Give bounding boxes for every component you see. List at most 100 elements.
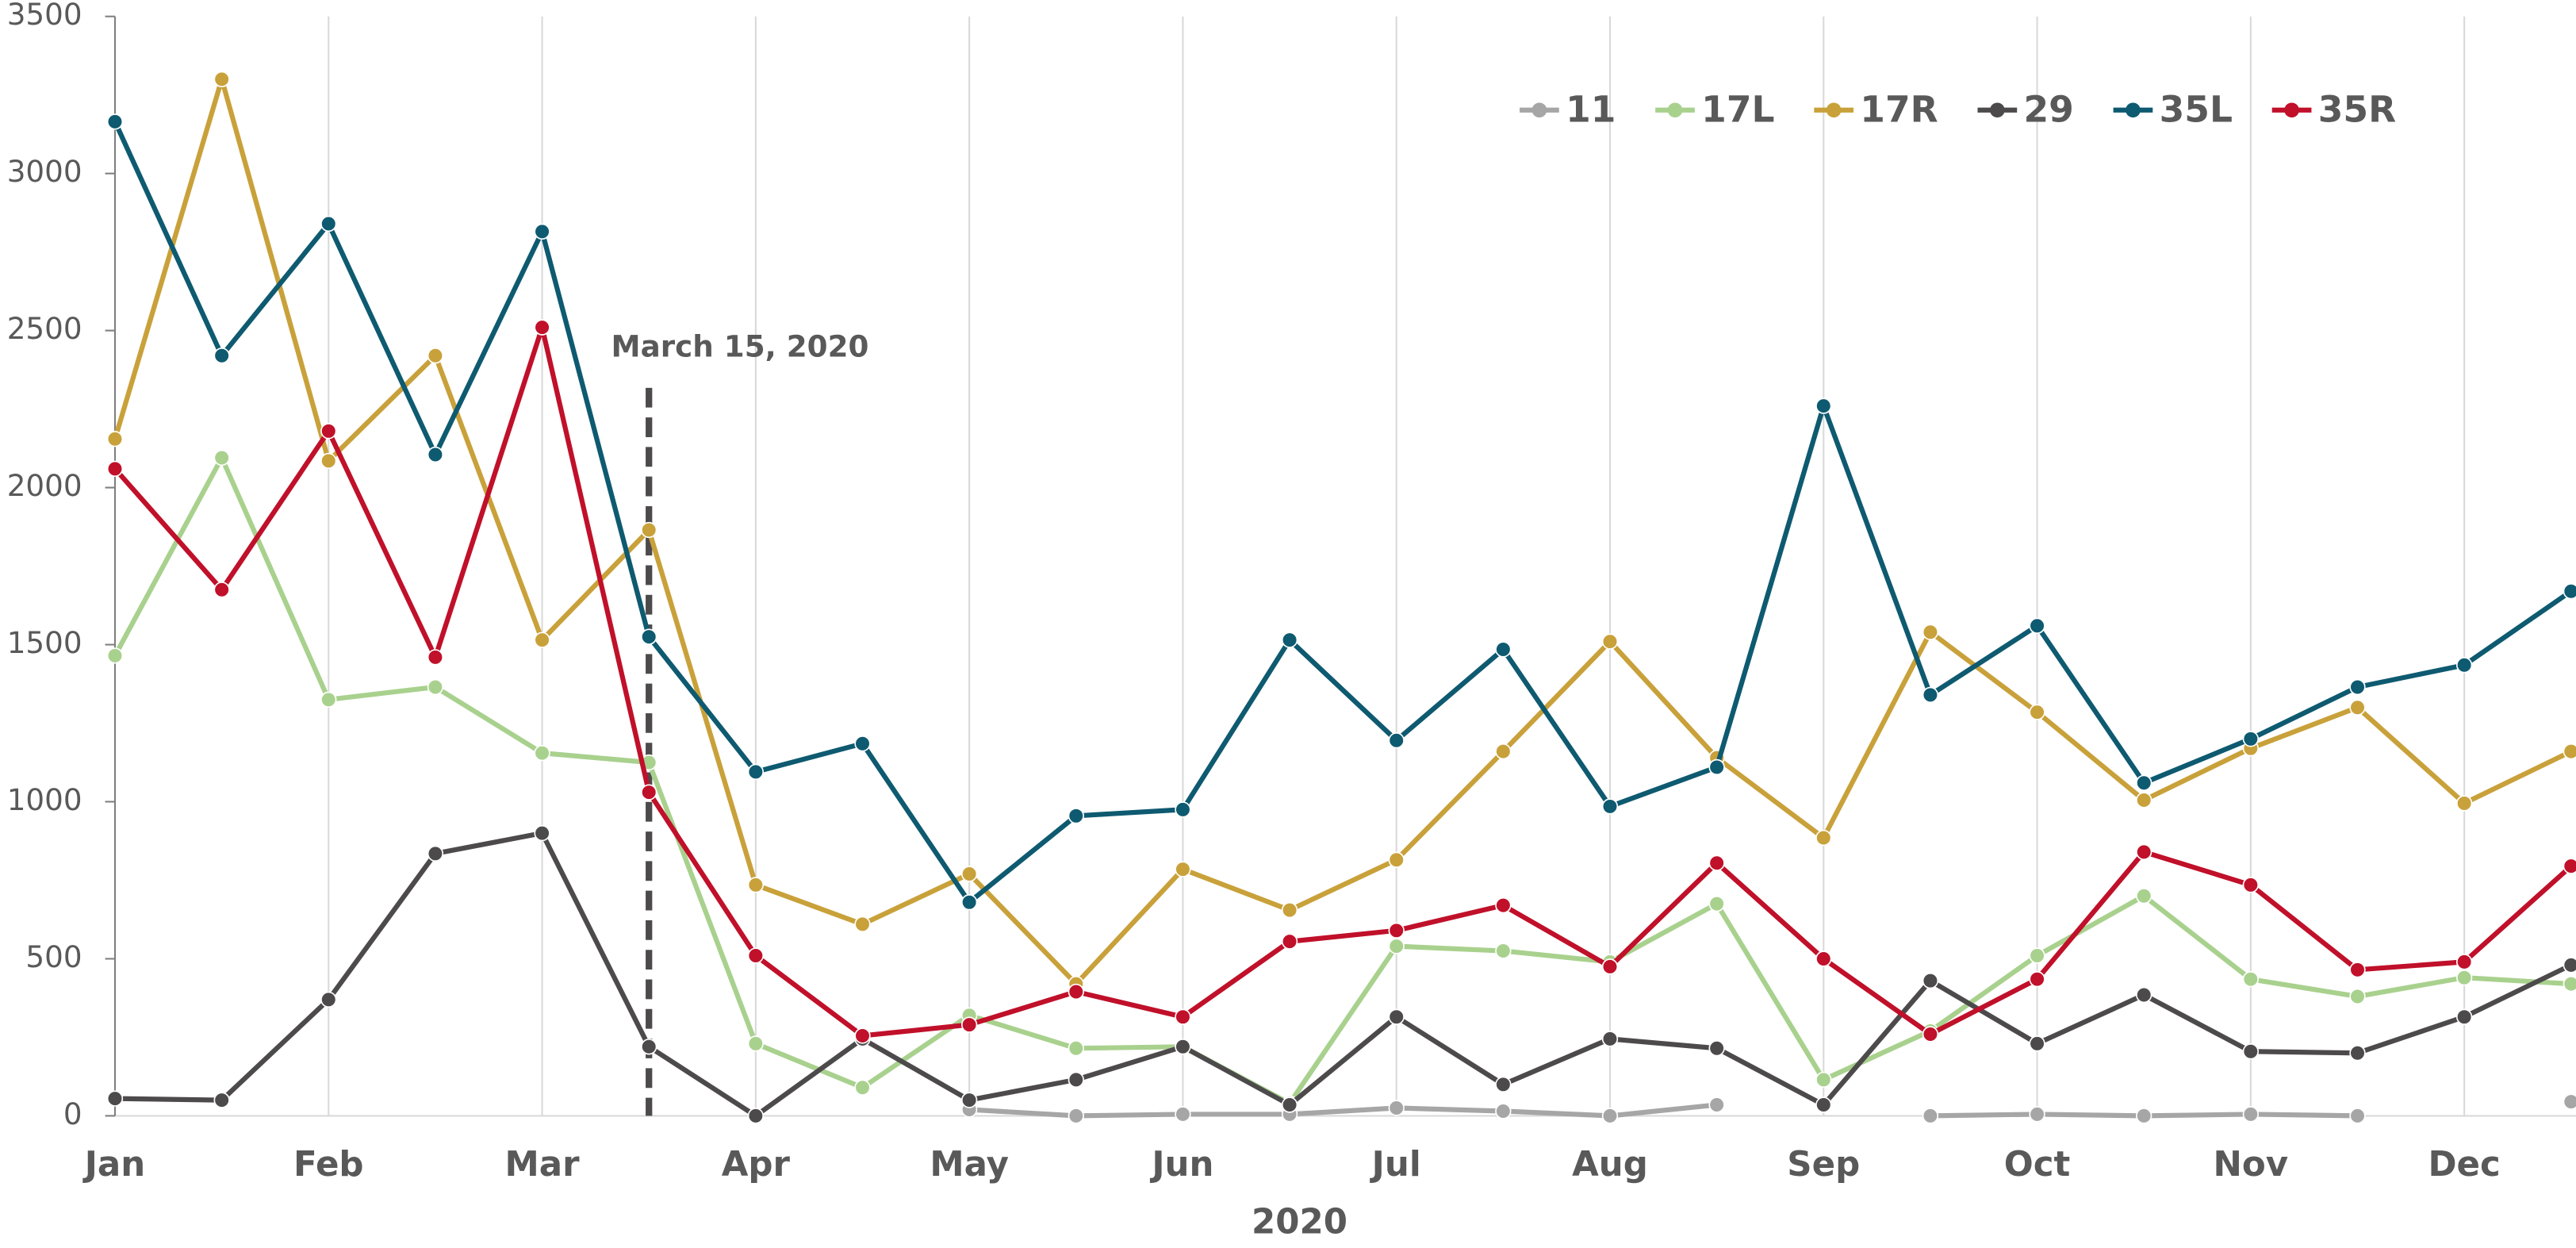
data-point xyxy=(320,215,337,232)
annotation: March 15, 2020 xyxy=(611,329,869,364)
data-point xyxy=(747,947,765,964)
x-tick-label: Aug xyxy=(1572,1145,1648,1185)
data-point xyxy=(1495,1103,1512,1119)
data-point xyxy=(1708,896,1725,912)
data-point xyxy=(213,1092,230,1108)
data-point xyxy=(427,845,444,862)
series-line xyxy=(113,324,2573,1039)
legend-label: 17R xyxy=(1860,88,1938,130)
data-point xyxy=(320,452,337,470)
data-point xyxy=(747,1108,765,1124)
data-point xyxy=(2029,617,2045,634)
data-point xyxy=(2029,1035,2045,1052)
data-point xyxy=(1708,1096,1725,1113)
data-point xyxy=(1388,732,1405,749)
data-point xyxy=(2136,1108,2152,1124)
data-point xyxy=(960,1016,978,1033)
data-point xyxy=(1175,1008,1191,1025)
data-point xyxy=(641,521,657,539)
data-point xyxy=(2563,957,2576,973)
data-point xyxy=(2029,1106,2045,1123)
y-tick-label: 500 xyxy=(25,939,82,974)
data-point xyxy=(534,824,550,842)
data-point xyxy=(854,735,871,752)
data-point xyxy=(1175,1106,1191,1123)
data-point xyxy=(2563,743,2576,760)
x-tick-label: Feb xyxy=(293,1145,364,1185)
x-tick-label: Jun xyxy=(1149,1145,1213,1185)
data-point xyxy=(2349,678,2366,696)
data-point xyxy=(2349,962,2366,978)
legend-marker xyxy=(1667,102,1683,118)
data-point xyxy=(1815,1071,1832,1089)
data-point xyxy=(1495,943,1512,959)
data-point xyxy=(534,223,550,240)
legend-marker xyxy=(2126,102,2141,118)
data-point xyxy=(1601,1108,1619,1124)
data-point xyxy=(747,763,765,781)
data-point xyxy=(2563,858,2576,874)
data-point xyxy=(1068,1040,1084,1057)
x-tick-label: Jan xyxy=(82,1145,145,1185)
data-point xyxy=(2136,792,2152,808)
y-tick-label: 3000 xyxy=(7,154,82,189)
series-line xyxy=(113,455,2571,1106)
data-point xyxy=(320,423,337,440)
data-point xyxy=(106,460,124,477)
data-point xyxy=(1922,686,1939,704)
data-point xyxy=(1601,958,1619,975)
data-point xyxy=(534,744,550,762)
data-point xyxy=(2349,1045,2366,1062)
data-point xyxy=(1708,1040,1725,1057)
data-point xyxy=(1281,1096,1298,1113)
data-point xyxy=(960,866,978,882)
data-point xyxy=(1281,933,1298,950)
data-point xyxy=(2455,657,2473,674)
data-point xyxy=(854,1027,871,1044)
data-point xyxy=(1281,632,1298,648)
y-tick-label: 2500 xyxy=(7,311,82,346)
data-point xyxy=(2455,954,2473,970)
data-point xyxy=(2136,888,2152,904)
legend-marker xyxy=(2284,102,2299,118)
data-point xyxy=(1922,1026,1939,1043)
data-point xyxy=(1388,1100,1405,1116)
data-point xyxy=(1495,641,1512,658)
data-point xyxy=(641,628,657,645)
data-point xyxy=(1601,798,1619,815)
data-point xyxy=(1388,938,1405,954)
data-point xyxy=(641,1039,657,1055)
data-point xyxy=(1388,922,1405,939)
data-point xyxy=(960,894,978,911)
data-point xyxy=(2349,699,2366,716)
data-point xyxy=(1815,397,1832,414)
data-point xyxy=(2563,1093,2576,1110)
data-point xyxy=(1175,1039,1191,1055)
data-point xyxy=(1815,829,1832,847)
data-point xyxy=(2563,583,2576,600)
data-point xyxy=(1068,808,1084,824)
x-tick-label: Mar xyxy=(505,1145,581,1185)
y-tick-label: 0 xyxy=(63,1096,82,1131)
data-point xyxy=(106,1090,124,1107)
y-tick-label: 3500 xyxy=(7,0,82,32)
data-point xyxy=(2563,975,2576,993)
data-point xyxy=(1815,1096,1832,1113)
legend-marker xyxy=(1990,102,2005,118)
data-point xyxy=(1388,1008,1405,1025)
legend-label: 35R xyxy=(2318,88,2396,130)
data-point xyxy=(2242,877,2260,893)
x-tick-label: Jul xyxy=(1370,1145,1421,1185)
data-point xyxy=(747,1035,765,1052)
data-point xyxy=(641,784,657,801)
data-point xyxy=(106,431,124,447)
data-point xyxy=(427,678,444,696)
data-point xyxy=(2349,1108,2366,1124)
data-point xyxy=(2029,947,2045,964)
data-point xyxy=(1601,1031,1619,1047)
data-point xyxy=(1175,801,1191,818)
data-point xyxy=(213,449,230,467)
series-line xyxy=(113,121,2573,905)
data-point xyxy=(2242,1043,2260,1060)
data-point xyxy=(2136,843,2152,860)
